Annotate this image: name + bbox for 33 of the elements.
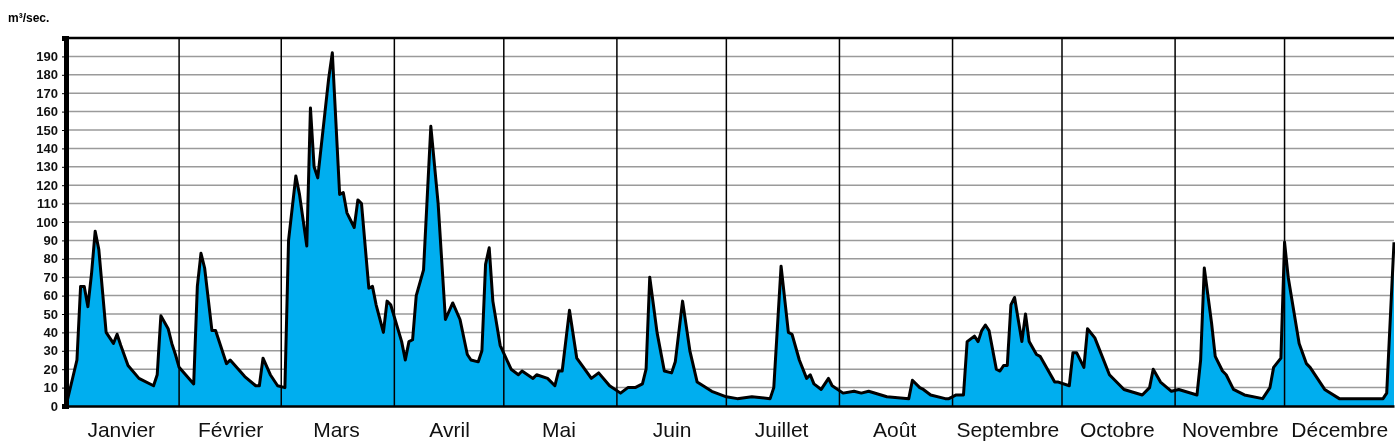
- y-tick-label: 30: [43, 343, 58, 359]
- y-tick-label: 40: [43, 325, 58, 341]
- x-tick-label: Septembre: [956, 417, 1060, 441]
- y-tick-label: 100: [36, 214, 58, 230]
- y-tick-label: 180: [36, 67, 58, 83]
- y-tick-label: 150: [36, 122, 58, 138]
- y-tick-label: 60: [43, 288, 58, 304]
- y-tick-label: 130: [36, 159, 58, 175]
- x-tick-label: Décembre: [1291, 417, 1389, 441]
- x-tick-label: Mars: [313, 417, 360, 441]
- y-tick-label: 90: [43, 233, 58, 249]
- x-tick-label: Janvier: [87, 417, 156, 441]
- x-tick-label: Avril: [429, 417, 470, 441]
- x-tick-label: Mai: [542, 417, 576, 441]
- x-tick-label: Février: [198, 417, 264, 441]
- y-tick-label: 20: [43, 361, 58, 377]
- y-tick-label: 70: [43, 269, 58, 285]
- y-tick-label: 110: [37, 196, 58, 212]
- y-tick-label: 190: [36, 49, 58, 65]
- x-tick-label: Octobre: [1079, 417, 1155, 441]
- y-tick-label: 50: [43, 306, 58, 322]
- y-tick-label: 80: [43, 251, 58, 267]
- y-tick-label: 170: [36, 85, 58, 101]
- x-tick-label: Juin: [652, 417, 692, 441]
- y-tick-label: 0: [50, 398, 58, 414]
- y-tick-label: 160: [36, 104, 58, 120]
- y-tick-label: 140: [36, 141, 58, 157]
- x-tick-label: Juillet: [754, 417, 809, 441]
- y-axis-title: m³/sec.: [8, 11, 50, 25]
- x-tick-label: Novembre: [1181, 417, 1279, 441]
- y-tick-label: 10: [43, 380, 58, 396]
- y-tick-label: 120: [36, 177, 58, 193]
- x-tick-label: Août: [873, 417, 917, 441]
